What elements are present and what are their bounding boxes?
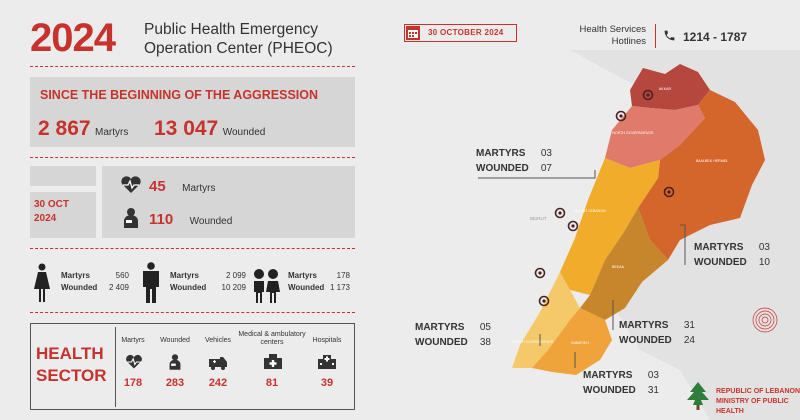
region-label-nabatieh: NABATIEH [571,341,589,345]
divider [115,327,116,407]
calendar-icon [406,26,420,40]
health-sector-title: HEALTH SECTOR [36,344,107,385]
hs-value-centers: 81 [265,377,279,389]
hospital-icon [318,355,336,369]
daily-date: 30 OCT 2024 [34,199,70,224]
callout-south: MARTYRS 05 WOUNDED 38 [415,322,491,348]
heart-pulse-icon [121,176,141,193]
leader-line [478,170,596,179]
man-icon [143,262,159,303]
daily-date-cell [30,192,96,238]
demographic-women: Martyrs 560 Wounded 2 409 [61,271,129,292]
divider [30,66,355,67]
demographic-men: Martyrs 2 099 Wounded 10 209 [170,271,246,292]
organization-name: Public Health Emergency Operation Center… [144,21,333,57]
region-label-south: SOUTH GOVERNORATE [512,340,554,344]
cumulative-martyrs: 2 867 Martyrs [38,117,129,140]
region-nabatieh [532,308,612,375]
lebanon-map: AKKAR NORTH GOVERNORATE BAALBEK HERMEL M… [478,50,800,420]
children-icon [254,269,280,303]
health-sector-box [30,323,355,410]
map-marker [567,220,579,232]
map-marker [615,110,627,122]
cumulative-wounded: 13 047 Wounded [154,117,266,140]
divider [655,24,656,48]
callout-nabatieh: MARTYRS 03 WOUNDED 31 [583,370,659,396]
region-baalbek-hermel [638,90,765,260]
hs-col-header-martyrs: Martyrs [121,337,145,344]
cumulative-panel [30,77,355,147]
hotlines-label: Health Services Hotlines [579,24,646,47]
region-north [605,105,705,168]
region-south [512,272,580,368]
demographic-children: Martyrs 178 Wounded 1 173 [288,271,350,292]
daily-blank-cell [30,166,96,186]
callout-mount-lebanon: MARTYRS 03 WOUNDED 07 [476,148,552,174]
daily-panel [102,166,355,238]
region-mount-lebanon [560,158,660,295]
region-bekaa [580,208,668,320]
divider [30,312,355,313]
region-label-akkar: AKKAR [659,87,672,91]
region-label-north: NORTH GOVERNORATE [612,131,654,135]
report-year: 2024 [30,16,116,60]
leader-line [680,224,686,265]
phone-icon [664,30,675,41]
ambulance-icon [209,357,227,370]
hs-col-header-hospitals: Hospitals [312,337,342,344]
map-marker [642,89,654,101]
hs-value-martyrs: 178 [123,377,143,389]
cumulative-title: SINCE THE BEGINNING OF THE AGGRESSION [40,88,319,102]
hs-col-header-vehicles: Vehicles [204,337,232,344]
callout-bekaa: MARTYRS 31 WOUNDED 24 [619,320,695,346]
hs-col-header-centers: Medical & ambulatory centers [238,331,306,346]
wounded-person-icon [124,208,138,228]
hotline-number: 1214 - 1787 [683,30,748,44]
date-badge [404,24,517,42]
map-marker [538,295,550,307]
region-label-bekaa: BEKAA [612,265,625,269]
daily-wounded: 110 Wounded [149,211,233,228]
daily-martyrs: 45 Martyrs [149,178,216,195]
cedar-logo-icon [687,382,709,410]
map-marker [554,207,566,219]
medical-center-icon [264,354,282,369]
woman-icon [34,263,50,302]
city-label-beirut: BEIRUT [530,216,547,221]
divider [30,157,355,158]
divider [30,248,355,249]
region-label-mount-lebanon: MOUNT LEBANON [574,209,606,213]
map-marker [663,186,675,198]
callout-baalbek: MARTYRS 03 WOUNDED 10 [694,242,770,268]
map-marker [534,267,546,279]
hs-value-vehicles: 242 [208,377,228,389]
ministry-name: REPUBLIC OF LEBANON MINISTRY OF PUBLIC H… [716,388,800,415]
heart-pulse-icon [126,354,142,369]
hs-value-hospitals: 39 [320,377,334,389]
report-date: 30 OCTOBER 2024 [428,28,504,37]
wounded-person-icon [169,354,181,370]
hs-value-wounded: 283 [165,377,185,389]
region-label-baalbek: BAALBEK HERMEL [696,159,728,163]
hs-col-header-wounded: Wounded [160,337,190,344]
